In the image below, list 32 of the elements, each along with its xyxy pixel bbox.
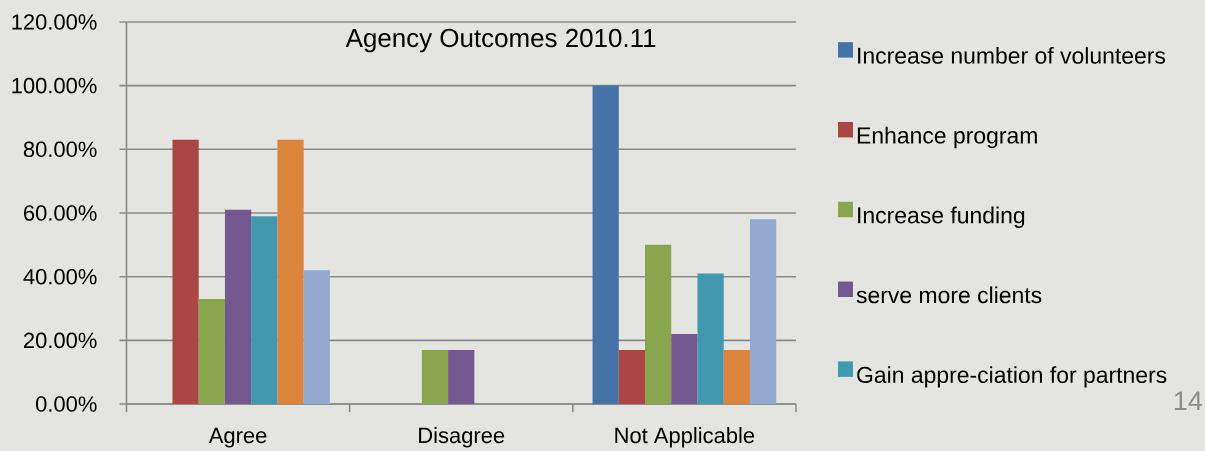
chart-title: Agency Outcomes 2010.11 bbox=[345, 28, 656, 53]
bar bbox=[592, 85, 619, 405]
bar bbox=[172, 139, 199, 405]
bar bbox=[421, 349, 449, 405]
bar bbox=[697, 273, 724, 405]
y-tick-label: 40.00% bbox=[23, 268, 97, 285]
legend-label: Increase number of volunteers bbox=[858, 46, 1166, 64]
bar bbox=[198, 299, 225, 405]
bar bbox=[618, 349, 645, 405]
y-tick-label: 60.00% bbox=[24, 205, 97, 221]
bar bbox=[645, 244, 672, 405]
x-tick-label: Disagree bbox=[419, 427, 505, 448]
y-tick-label: 20.00% bbox=[24, 332, 97, 349]
y-tick-label: 100.00% bbox=[12, 77, 97, 94]
bar bbox=[723, 349, 750, 405]
y-tick-label: 0.00% bbox=[35, 396, 97, 412]
text: 14 bbox=[1174, 391, 1203, 411]
bar bbox=[448, 349, 475, 405]
x-tick-label: Agree bbox=[208, 427, 267, 448]
y-tick-label: 80.00% bbox=[23, 141, 97, 158]
legend-label: Enhance program bbox=[857, 126, 1037, 149]
bar bbox=[224, 209, 252, 405]
x-tick-label: Not Applicable bbox=[615, 427, 755, 448]
legend-label: Increase funding bbox=[858, 206, 1025, 228]
bar bbox=[749, 219, 777, 405]
bar bbox=[277, 139, 304, 405]
bar bbox=[251, 216, 278, 405]
bar bbox=[671, 334, 698, 405]
legend-label: serve more clients bbox=[856, 286, 1042, 304]
y-tick-label: 120.00% bbox=[12, 14, 97, 30]
legend-label: Gain appre-ciation for partners bbox=[857, 366, 1167, 388]
bar bbox=[303, 270, 330, 405]
